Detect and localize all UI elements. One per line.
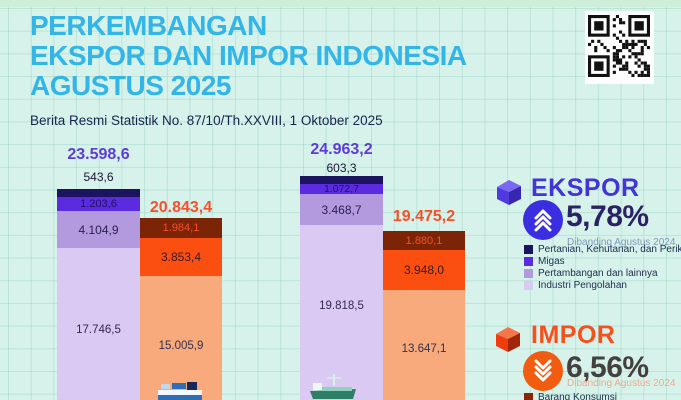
- bar-seg-impor1-mid: 3.853,4: [140, 238, 222, 276]
- bar-seg-ekspor2-industri: 19.818,5: [300, 225, 383, 400]
- seg-label-ekspor1-industri: 17.746,5: [76, 324, 121, 336]
- seg-label-impor2-konsumsi: 1.880,1: [405, 234, 443, 247]
- legend-item-pertambangan: Pertambangan dan lainnya: [524, 268, 658, 279]
- legend-swatch-industri: [524, 281, 533, 290]
- seg-label-ekspor2-pertambangan: 3.468,7: [321, 202, 362, 217]
- page-title: PERKEMBANGAN EKSPOR DAN IMPOR INDONESIA …: [30, 11, 467, 101]
- bar-seg-ekspor1-pertanian: [57, 189, 140, 197]
- impor-panel-title: IMPOR: [531, 321, 616, 349]
- cargo-ship-icon: [310, 374, 356, 399]
- box-icon-ekspor: [497, 180, 521, 205]
- legend-swatch-barang-konsumsi: [524, 393, 533, 400]
- seg-label-impor1-konsumsi: 1.984,1: [162, 222, 200, 234]
- release-subtitle: Berita Resmi Statistik No. 87/10/Th.XXVI…: [30, 113, 383, 128]
- legend-swatch-migas: [524, 257, 533, 266]
- title-line-3: AGUSTUS 2025: [30, 70, 231, 101]
- bar-seg-ekspor1-industri: 17.746,5: [57, 248, 140, 400]
- bar-seg-ekspor2-pertambangan: 3.468,7: [300, 194, 383, 225]
- ekspor-percent: 5,78%: [566, 200, 649, 233]
- seg-label-impor2-bottom: 13.647,1: [401, 343, 447, 355]
- legend-item-barang-konsumsi: Barang Konsumsi: [524, 392, 617, 400]
- seg-label-ekspor2-pertanian: 603,3: [326, 161, 357, 175]
- arrow-up-circle-icon: [523, 200, 563, 240]
- bar-seg-impor2-mid: 3.948,0: [383, 250, 465, 290]
- qr-code-icon: [585, 11, 654, 84]
- legend-item-industri: Industri Pengolahan: [524, 280, 627, 291]
- box-icon-impor: [496, 327, 520, 352]
- legend-label-industri: Industri Pengolahan: [538, 280, 627, 291]
- bar-total-ekspor-1: 23.598,6: [67, 146, 130, 163]
- seg-label-ekspor1-pertanian: 543,6: [83, 170, 114, 184]
- bar-total-impor-2: 19.475,2: [392, 208, 456, 225]
- bar-total-impor-1: 20.843,4: [149, 199, 213, 216]
- cargo-ship-icon: [158, 382, 202, 400]
- seg-label-ekspor1-migas: 1.203,6: [80, 198, 117, 210]
- title-line-2: EKSPOR DAN IMPOR INDONESIA: [30, 40, 467, 71]
- seg-label-impor2-mid: 3.948,0: [403, 263, 445, 277]
- ekspor-panel-title: EKSPOR: [531, 174, 640, 202]
- bar-seg-ekspor1-pertambangan: 4.104,9: [57, 211, 140, 248]
- legend-label-migas: Migas: [538, 256, 565, 267]
- legend-swatch-pertambangan: [524, 269, 533, 278]
- bar-total-ekspor-2: 24.963,2: [310, 141, 373, 158]
- bar-seg-ekspor1-migas: 1.203,6: [57, 197, 140, 211]
- seg-label-ekspor2-migas: 1.072,7: [323, 183, 360, 195]
- bar-seg-ekspor2-pertanian: [300, 176, 383, 184]
- legend-label-pertambangan: Pertambangan dan lainnya: [538, 268, 658, 279]
- legend-item-pertanian: Pertanian, Kehutanan, dan Perikanan: [524, 244, 681, 255]
- arrow-down-circle-icon: [523, 351, 563, 391]
- impor-compare-text: Dibanding Agustus 2024: [567, 378, 676, 389]
- seg-label-impor1-mid: 3.853,4: [160, 250, 202, 264]
- legend-swatch-pertanian: [524, 245, 533, 254]
- bar-seg-impor2-bottom: 13.647,1: [383, 290, 465, 400]
- bar-seg-impor1-bottom: 15.005,9: [140, 276, 222, 400]
- bar-seg-impor1-konsumsi: 1.984,1: [140, 218, 222, 238]
- ekspor-compare-text: Dibanding Agustus 2024: [567, 237, 676, 248]
- bar-seg-ekspor2-migas: 1.072,7: [300, 183, 383, 195]
- legend-label-barang-konsumsi: Barang Konsumsi: [538, 392, 617, 400]
- top-strip: [0, 0, 681, 7]
- impor-percent: 6,56%: [566, 351, 649, 384]
- bar-seg-impor2-konsumsi: 1.880,1: [383, 231, 465, 250]
- seg-label-ekspor2-industri: 19.818,5: [319, 300, 364, 312]
- seg-label-ekspor1-pertambangan: 4.104,9: [78, 222, 119, 237]
- title-line-1: PERKEMBANGAN: [30, 10, 267, 41]
- seg-label-impor1-bottom: 15.005,9: [158, 340, 204, 352]
- legend-item-migas: Migas: [524, 256, 565, 267]
- legend-label-pertanian: Pertanian, Kehutanan, dan Perikanan: [538, 244, 681, 255]
